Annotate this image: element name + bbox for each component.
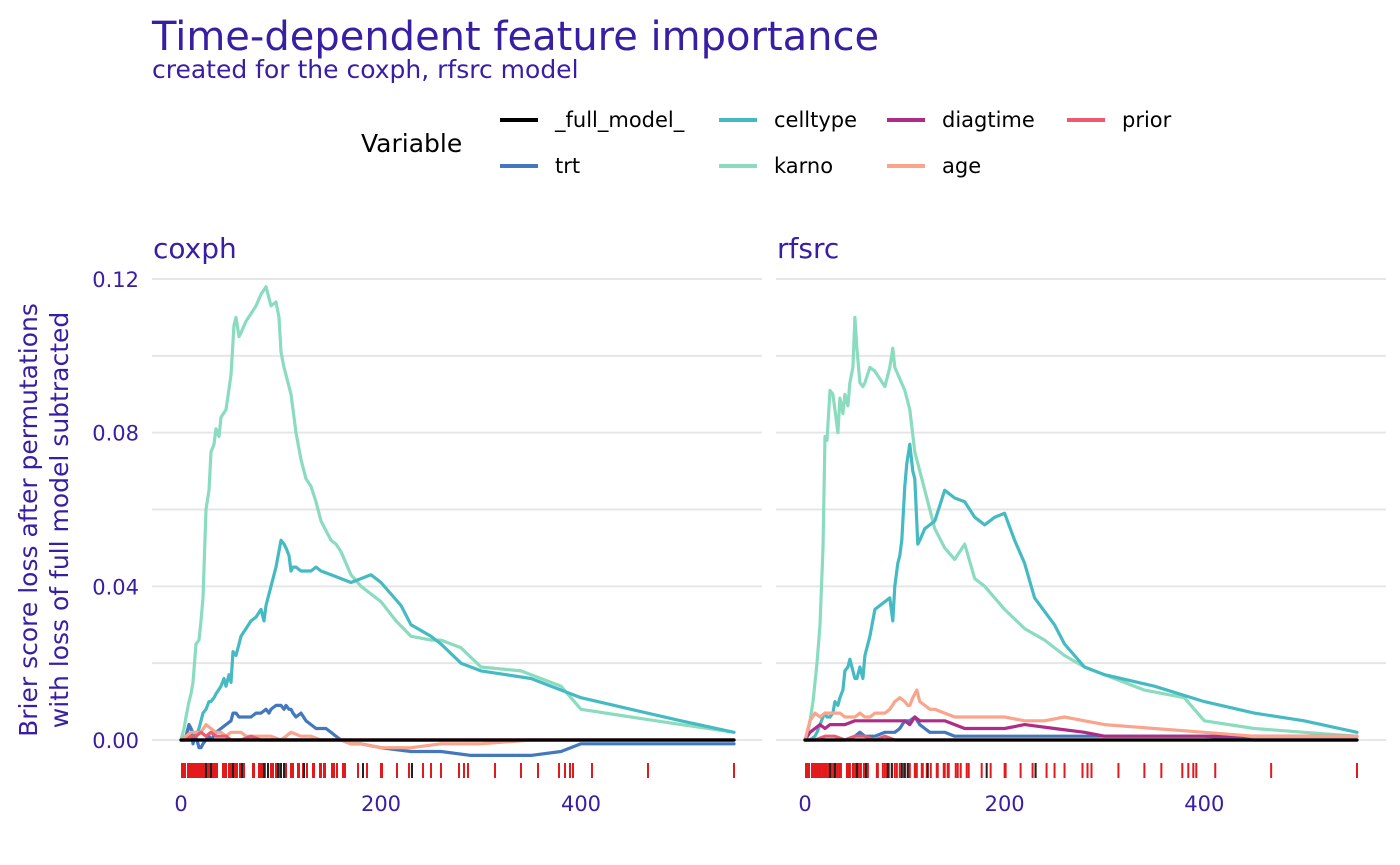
series-line-karno — [179, 285, 736, 742]
series-line-trt — [803, 715, 1359, 742]
series-line-karno — [803, 315, 1359, 742]
y-tick-label: 0.00 — [92, 729, 139, 753]
legend: Variable _full_model_trt celltype karno dia… — [361, 108, 1172, 178]
y-tick-label: 0.08 — [92, 422, 139, 446]
series-line-trt — [179, 703, 736, 757]
chart-subtitle: created for the coxph, rfsrc model — [152, 55, 579, 84]
legend-label: age — [942, 154, 981, 178]
legend-label: karno — [774, 154, 833, 178]
legend-item-age: age — [887, 154, 981, 178]
series-line-celltype — [803, 442, 1359, 742]
legend-label: prior — [1122, 108, 1172, 132]
legend-item-full-model: _full_model_ — [500, 108, 685, 133]
legend-item-karno: karno — [719, 154, 833, 178]
x-tick-label: 0 — [798, 792, 811, 816]
legend-item-celltype: celltype — [719, 108, 857, 132]
panel-title: coxph — [153, 232, 237, 265]
series-line-age — [803, 688, 1359, 742]
legend-label: diagtime — [942, 108, 1035, 132]
legend-item-diagtime: diagtime — [887, 108, 1035, 132]
legend-label: _full_model_ — [554, 108, 685, 133]
legend-item-prior: prior — [1067, 108, 1172, 132]
x-tick-label: 200 — [361, 792, 401, 816]
series-line-diagtime — [803, 715, 1359, 742]
chart-title: Time-dependent feature importance — [151, 14, 879, 60]
x-tick-label: 0 — [174, 792, 187, 816]
panel-rfsrc: rfsrc 0 200 400 — [776, 232, 1386, 816]
x-tick-label: 200 — [985, 792, 1025, 816]
y-axis-label-line2: with loss of full model subtracted — [45, 312, 74, 728]
legend-label: trt — [555, 154, 580, 178]
x-tick-label: 400 — [1184, 792, 1224, 816]
panel-title: rfsrc — [777, 232, 839, 265]
legend-title: Variable — [361, 129, 462, 158]
y-axis-label-line1: Brier score loss after permutations — [14, 303, 43, 737]
y-tick-label: 0.12 — [92, 268, 139, 292]
legend-label: celltype — [774, 108, 857, 132]
x-tick-label: 400 — [561, 792, 601, 816]
legend-item-trt: trt — [500, 154, 580, 178]
panel-coxph: coxph 0 200 400 0.00 0.04 0.08 0.12 — [92, 232, 762, 816]
panels: coxph 0 200 400 0.00 0.04 0.08 0.12 rfsrc 0 200 400 — [92, 232, 1386, 816]
series-line-celltype — [179, 538, 736, 742]
series-line-age — [179, 723, 736, 750]
y-tick-label: 0.04 — [92, 575, 139, 599]
